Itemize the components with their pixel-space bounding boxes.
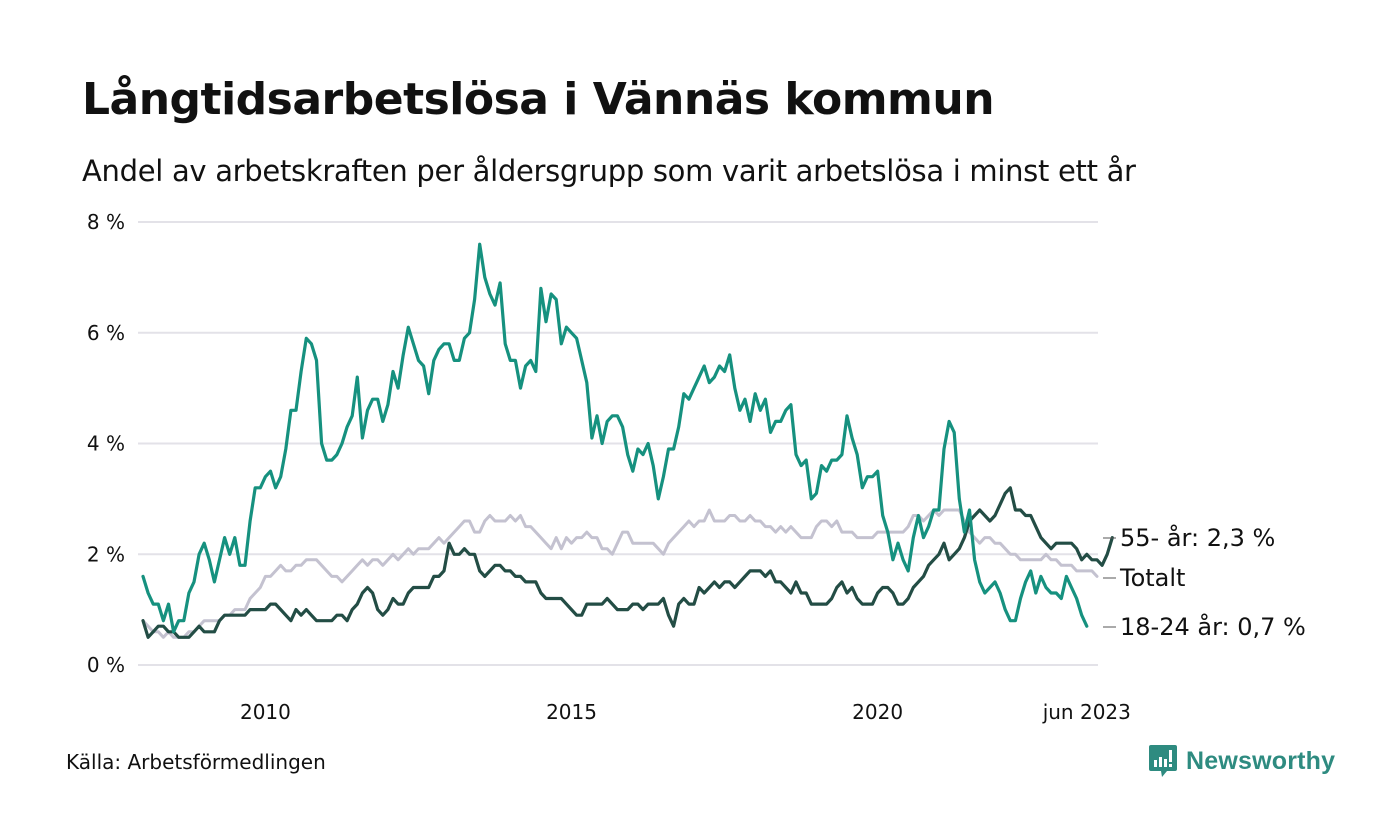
y-tick-label: 6 %	[87, 321, 125, 345]
end-label-total: Totalt	[1119, 564, 1185, 592]
y-tick-label: 2 %	[87, 542, 125, 566]
newsworthy-logo: Newsworthy	[1148, 744, 1335, 778]
brand-name: Newsworthy	[1186, 746, 1336, 775]
series-lines	[141, 242, 1114, 639]
x-tick-label: jun 2023	[1042, 700, 1131, 724]
y-tick-label: 0 %	[87, 653, 125, 677]
x-axis-labels: 2010 2015 2020 jun 2023	[240, 700, 1131, 724]
end-label-youth: 18-24 år: 0,7 %	[1120, 612, 1306, 641]
y-tick-label: 4 %	[87, 432, 125, 456]
end-label-senior: 55- år: 2,3 %	[1120, 523, 1275, 552]
x-tick-label: 2020	[852, 700, 903, 724]
source-note: Källa: Arbetsförmedlingen	[66, 750, 326, 774]
end-labels: Totalt 55- år: 2,3 % 18-24 år: 0,7 %	[1103, 523, 1306, 641]
series-line-total	[141, 508, 1099, 639]
chart-subtitle: Andel av arbetskraften per åldersgrupp s…	[82, 154, 1136, 188]
chart-title: Långtidsarbetslösa i Vännäs kommun	[82, 74, 995, 125]
x-tick-label: 2010	[240, 700, 291, 724]
series-line-youth	[141, 242, 1089, 634]
y-axis-labels: 0 % 2 % 4 % 6 % 8 %	[87, 210, 125, 677]
series-line-senior	[141, 486, 1114, 639]
x-tick-label: 2015	[546, 700, 597, 724]
y-tick-label: 8 %	[87, 210, 125, 234]
bar-chart-speech-bubble-icon	[1149, 745, 1177, 777]
